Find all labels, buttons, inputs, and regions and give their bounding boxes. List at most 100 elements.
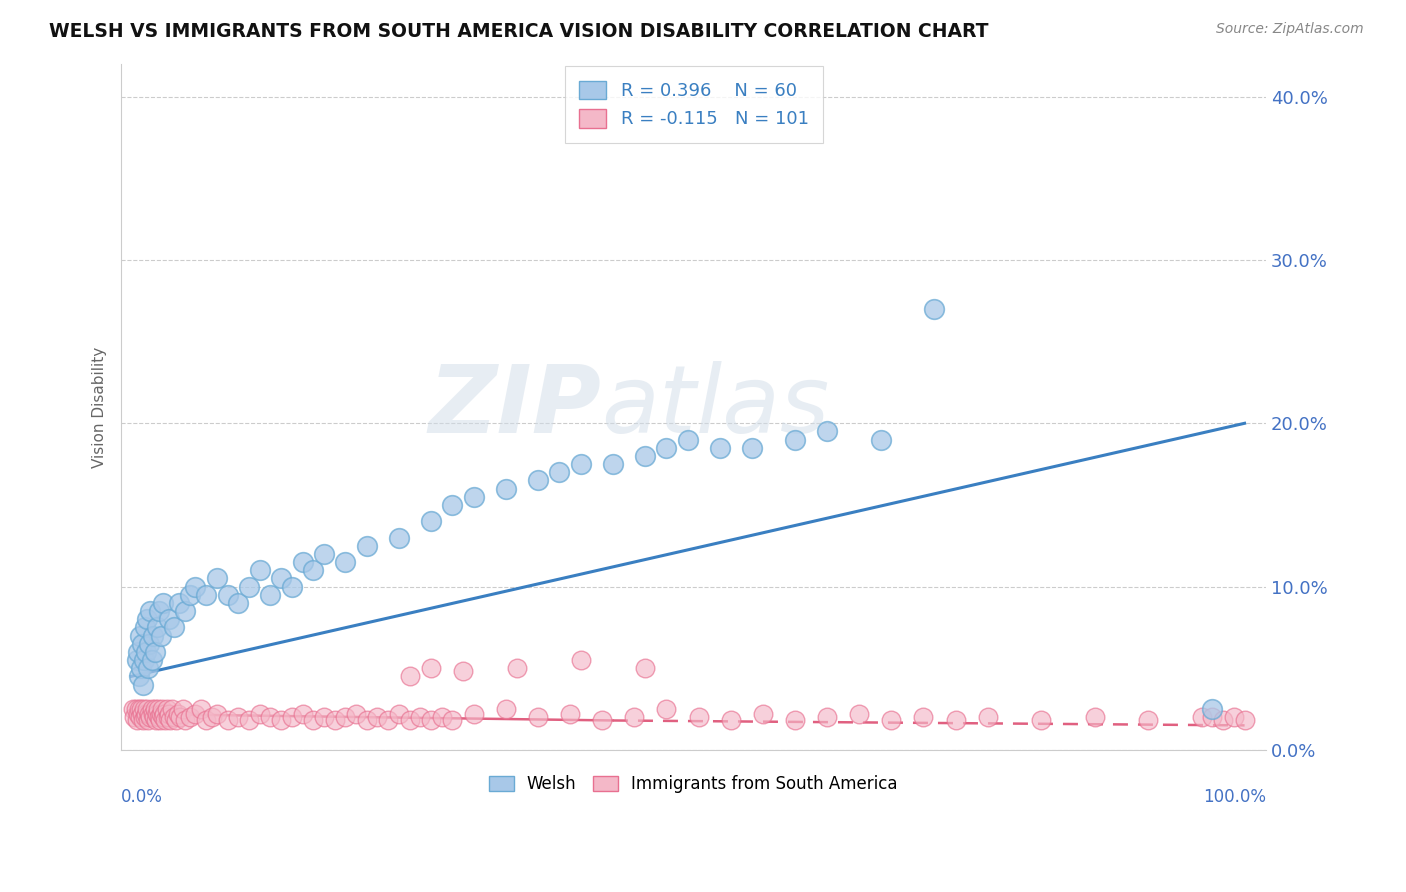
Point	[709, 441, 731, 455]
Point	[634, 661, 657, 675]
Text: Source: ZipAtlas.com: Source: ZipAtlas.com	[1216, 22, 1364, 37]
Point	[569, 653, 592, 667]
Point	[173, 604, 195, 618]
Point	[142, 706, 165, 721]
Point	[398, 714, 420, 728]
Point	[238, 580, 260, 594]
Point	[344, 706, 367, 721]
Point	[720, 714, 742, 728]
Point	[200, 710, 222, 724]
Point	[312, 547, 335, 561]
Point	[138, 706, 160, 721]
Point	[148, 710, 170, 724]
Point	[132, 653, 155, 667]
Point	[179, 588, 201, 602]
Point	[145, 714, 167, 728]
Point	[131, 637, 153, 651]
Point	[259, 710, 281, 724]
Y-axis label: Vision Disability: Vision Disability	[93, 346, 107, 467]
Point	[302, 714, 325, 728]
Point	[291, 706, 314, 721]
Point	[184, 706, 207, 721]
Point	[226, 710, 249, 724]
Point	[783, 714, 806, 728]
Point	[138, 637, 160, 651]
Point	[141, 653, 163, 667]
Text: 0.0%: 0.0%	[121, 788, 163, 805]
Point	[880, 714, 903, 728]
Point	[655, 702, 678, 716]
Point	[138, 714, 160, 728]
Point	[173, 714, 195, 728]
Point	[463, 706, 485, 721]
Point	[139, 710, 162, 724]
Point	[142, 629, 165, 643]
Point	[270, 571, 292, 585]
Point	[1201, 710, 1223, 724]
Point	[1084, 710, 1107, 724]
Point	[655, 441, 678, 455]
Point	[420, 714, 443, 728]
Point	[135, 645, 157, 659]
Point	[388, 531, 411, 545]
Point	[238, 714, 260, 728]
Point	[142, 710, 165, 724]
Point	[150, 702, 173, 716]
Point	[150, 629, 173, 643]
Point	[134, 620, 156, 634]
Point	[591, 714, 613, 728]
Point	[281, 580, 304, 594]
Point	[1191, 710, 1213, 724]
Point	[129, 702, 152, 716]
Point	[143, 645, 166, 659]
Point	[848, 706, 870, 721]
Point	[1031, 714, 1053, 728]
Point	[815, 425, 838, 439]
Point	[1233, 714, 1256, 728]
Point	[505, 661, 527, 675]
Point	[430, 710, 453, 724]
Text: ZIP: ZIP	[429, 361, 602, 453]
Point	[945, 714, 967, 728]
Point	[291, 555, 314, 569]
Point	[136, 702, 159, 716]
Point	[132, 702, 155, 716]
Point	[148, 604, 170, 618]
Point	[441, 714, 464, 728]
Point	[312, 710, 335, 724]
Point	[420, 514, 443, 528]
Point	[156, 710, 179, 724]
Point	[124, 710, 146, 724]
Point	[136, 612, 159, 626]
Point	[676, 433, 699, 447]
Point	[157, 612, 180, 626]
Point	[132, 677, 155, 691]
Point	[163, 710, 186, 724]
Point	[335, 555, 357, 569]
Point	[146, 620, 169, 634]
Point	[441, 498, 464, 512]
Point	[128, 702, 150, 716]
Text: 100.0%: 100.0%	[1204, 788, 1265, 805]
Point	[179, 710, 201, 724]
Point	[912, 710, 935, 724]
Legend: R = 0.396    N = 60, R = -0.115   N = 101: R = 0.396 N = 60, R = -0.115 N = 101	[565, 66, 824, 143]
Point	[1137, 714, 1160, 728]
Point	[152, 710, 174, 724]
Point	[495, 482, 517, 496]
Point	[132, 714, 155, 728]
Point	[398, 669, 420, 683]
Point	[125, 653, 148, 667]
Point	[131, 706, 153, 721]
Point	[127, 645, 149, 659]
Point	[688, 710, 710, 724]
Point	[741, 441, 763, 455]
Point	[124, 702, 146, 716]
Point	[1212, 714, 1234, 728]
Point	[226, 596, 249, 610]
Point	[623, 710, 645, 724]
Point	[783, 433, 806, 447]
Point	[122, 702, 145, 716]
Point	[155, 714, 177, 728]
Point	[259, 588, 281, 602]
